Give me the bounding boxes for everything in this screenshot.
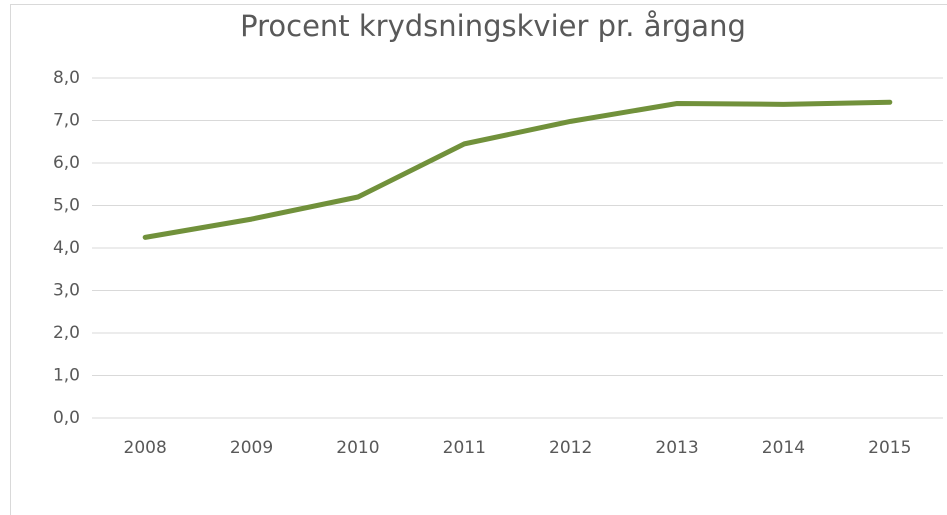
y-tick-label: 0,0	[53, 408, 80, 428]
x-tick-label: 2013	[655, 438, 698, 458]
x-tick-label: 2008	[124, 438, 167, 458]
y-tick-label: 3,0	[53, 281, 80, 301]
data-line	[142, 99, 893, 240]
x-tick-label: 2009	[230, 438, 273, 458]
y-tick-label: 7,0	[53, 111, 80, 131]
y-tick-label: 5,0	[53, 196, 80, 216]
x-tick-label: 2011	[443, 438, 486, 458]
x-tick-label: 2012	[549, 438, 592, 458]
x-tick-label: 2015	[868, 438, 911, 458]
y-tick-label: 1,0	[53, 366, 80, 386]
x-tick-label: 2010	[336, 438, 379, 458]
chart-frame	[10, 4, 947, 515]
x-tick-label: 2014	[762, 438, 805, 458]
y-tick-label: 6,0	[53, 153, 80, 173]
y-tick-label: 4,0	[53, 238, 80, 258]
chart-title: Procent krydsningskvier pr. årgang	[240, 9, 746, 43]
y-tick-label: 8,0	[53, 68, 80, 88]
y-tick-label: 2,0	[53, 323, 80, 343]
